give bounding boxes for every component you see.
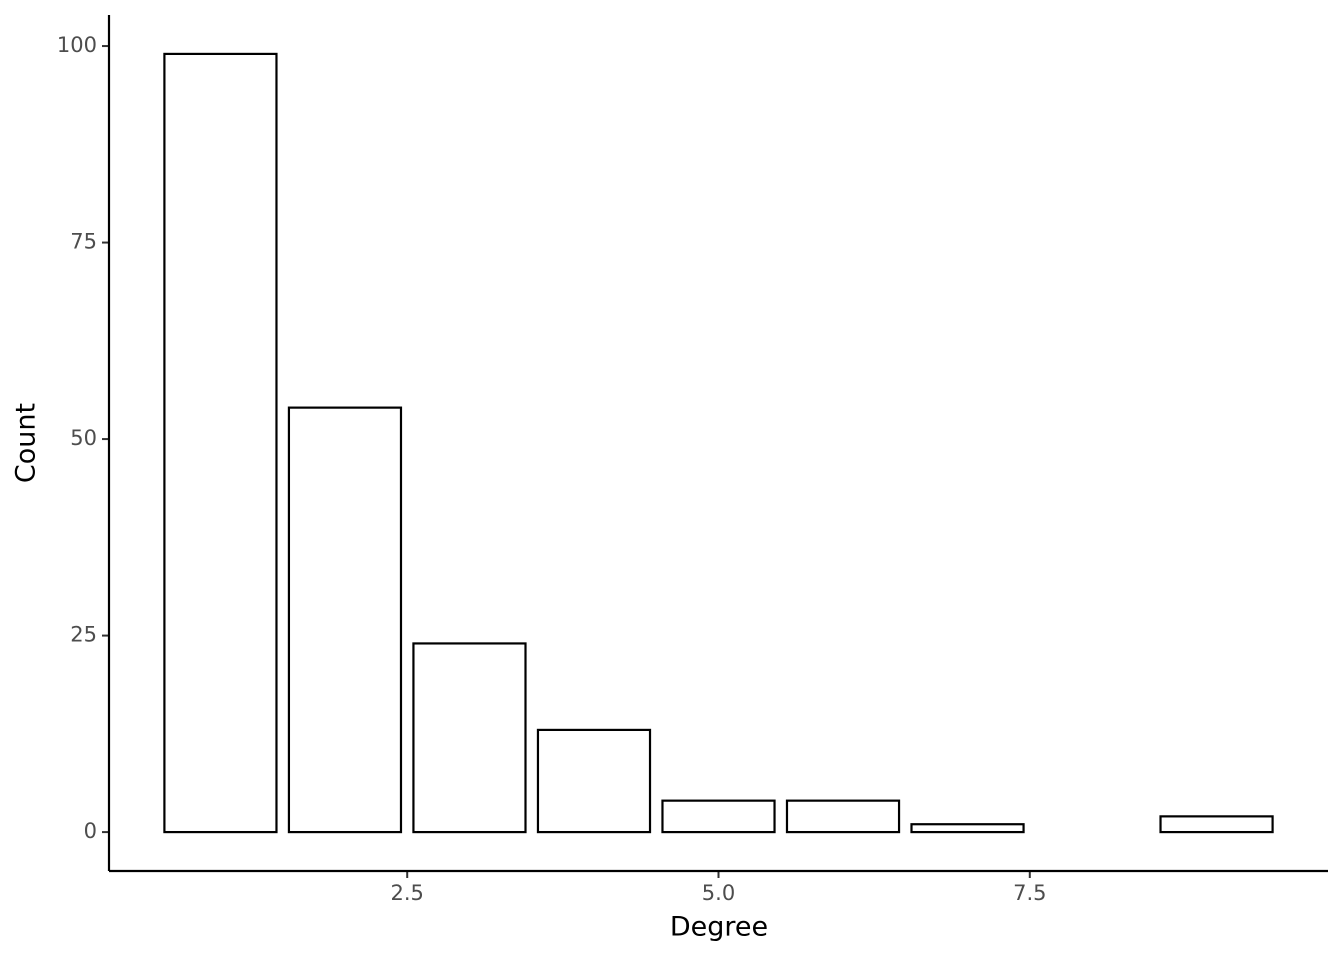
bar: [785, 799, 901, 834]
bar: [163, 52, 278, 834]
y-tick-label: 50: [70, 426, 97, 450]
bar: [661, 799, 776, 834]
y-axis-title: Count: [11, 403, 42, 483]
y-tick-label: 75: [70, 230, 97, 254]
y-tick-label: 25: [70, 623, 97, 647]
bar: [910, 823, 1025, 834]
bar: [287, 406, 403, 834]
bar: [536, 728, 652, 834]
x-tick-label: 2.5: [391, 881, 424, 905]
bar: [1159, 815, 1274, 834]
x-tick-label: 5.0: [702, 881, 735, 905]
bar: [412, 642, 527, 834]
x-axis-title: Degree: [670, 912, 768, 943]
x-tick-label: 7.5: [1013, 881, 1046, 905]
y-tick-label: 100: [57, 33, 97, 57]
y-tick-label: 0: [84, 819, 97, 843]
